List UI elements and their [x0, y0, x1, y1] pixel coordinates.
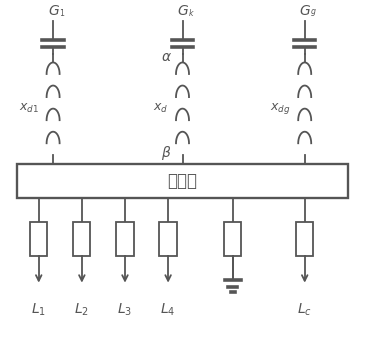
Text: $x_{d1}$: $x_{d1}$: [19, 102, 39, 115]
Text: $\beta$: $\beta$: [161, 144, 172, 162]
Text: $L_{1}$: $L_{1}$: [31, 301, 46, 318]
Text: $G$: $G$: [177, 4, 189, 18]
Text: $L_{3}$: $L_{3}$: [118, 301, 132, 318]
Text: $_{k}$: $_{k}$: [188, 8, 195, 20]
Text: $G$: $G$: [48, 4, 60, 18]
Bar: [73, 222, 91, 256]
Bar: [160, 222, 177, 256]
Bar: [224, 222, 242, 256]
Text: $G$: $G$: [299, 4, 311, 18]
Bar: [296, 222, 313, 256]
Text: $L_{2}$: $L_{2}$: [74, 301, 89, 318]
Text: $x_{dg}$: $x_{dg}$: [270, 101, 290, 116]
Text: $x_d$: $x_d$: [153, 102, 168, 115]
Text: $\alpha$: $\alpha$: [161, 50, 172, 64]
Text: $_{1}$: $_{1}$: [59, 8, 65, 20]
Text: 输电网: 输电网: [168, 172, 197, 190]
Text: $L_{c}$: $L_{c}$: [297, 301, 312, 318]
Bar: [17, 164, 348, 198]
Bar: [30, 222, 47, 256]
Text: $L_{4}$: $L_{4}$: [161, 301, 176, 318]
Text: $_{g}$: $_{g}$: [310, 8, 317, 20]
Bar: [116, 222, 134, 256]
